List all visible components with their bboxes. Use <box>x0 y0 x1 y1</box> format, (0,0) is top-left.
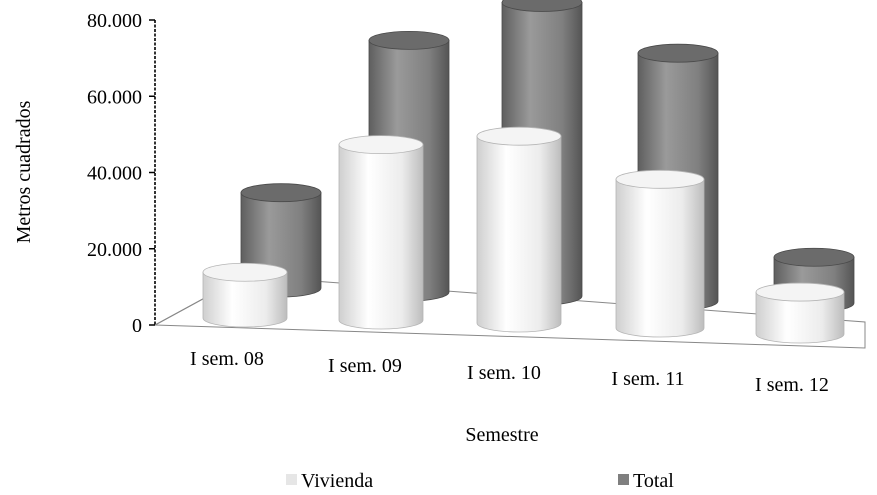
legend-swatch-vivienda <box>286 474 297 485</box>
x-tick-label: I sem. 09 <box>328 355 402 377</box>
bar-vivienda-2-body <box>338 144 424 330</box>
x-axis-label: Semestre <box>465 424 538 446</box>
legend: Vivienda Total <box>286 470 674 492</box>
bar-vivienda-4-body <box>615 178 705 338</box>
bar-vivienda-5 <box>755 282 845 344</box>
y-tick-label: 40.000 <box>87 163 142 185</box>
bar-total-5-top <box>773 247 855 267</box>
bar-vivienda-1-top <box>202 262 288 282</box>
x-tick-label: I sem. 10 <box>467 362 541 384</box>
legend-label-vivienda: Vivienda <box>301 470 373 492</box>
bar-vivienda-5-top <box>755 282 845 302</box>
x-tick-label: I sem. 08 <box>190 348 264 370</box>
bar-vivienda-3-body <box>476 135 562 333</box>
y-axis-label: Metros cuadrados <box>13 100 35 243</box>
bar-vivienda-1 <box>202 262 288 328</box>
bar-vivienda-3 <box>476 126 562 333</box>
series-vivienda <box>202 126 845 344</box>
legend-label-total: Total <box>633 470 674 492</box>
x-tick-labels: I sem. 08 I sem. 09 I sem. 10 I sem. 11 I se… <box>190 348 829 396</box>
y-tick-label: 20.000 <box>87 239 142 261</box>
x-tick-label: I sem. 11 <box>611 368 684 390</box>
bar-vivienda-2-top <box>338 135 424 155</box>
bar-vivienda-4 <box>615 169 705 338</box>
bar-vivienda-2 <box>338 135 424 330</box>
bar-total-2-top <box>368 30 450 50</box>
bar-total-1-top <box>240 183 322 203</box>
bar-total-3-top <box>501 0 583 12</box>
x-tick-label: I sem. 12 <box>755 374 829 396</box>
y-ticks: 0 20.000 40.000 60.000 80.000 <box>87 10 155 337</box>
y-tick-label: 80.000 <box>87 10 142 32</box>
bar-total-4-top <box>637 43 719 63</box>
y-tick-label: 60.000 <box>87 86 142 108</box>
bar-vivienda-3-top <box>476 126 562 146</box>
bar-vivienda-5-body <box>755 291 845 344</box>
legend-swatch-total <box>618 474 629 485</box>
y-tick-label: 0 <box>132 315 142 337</box>
bar-vivienda-4-top <box>615 169 705 189</box>
bar-vivienda-1-body <box>202 271 288 328</box>
